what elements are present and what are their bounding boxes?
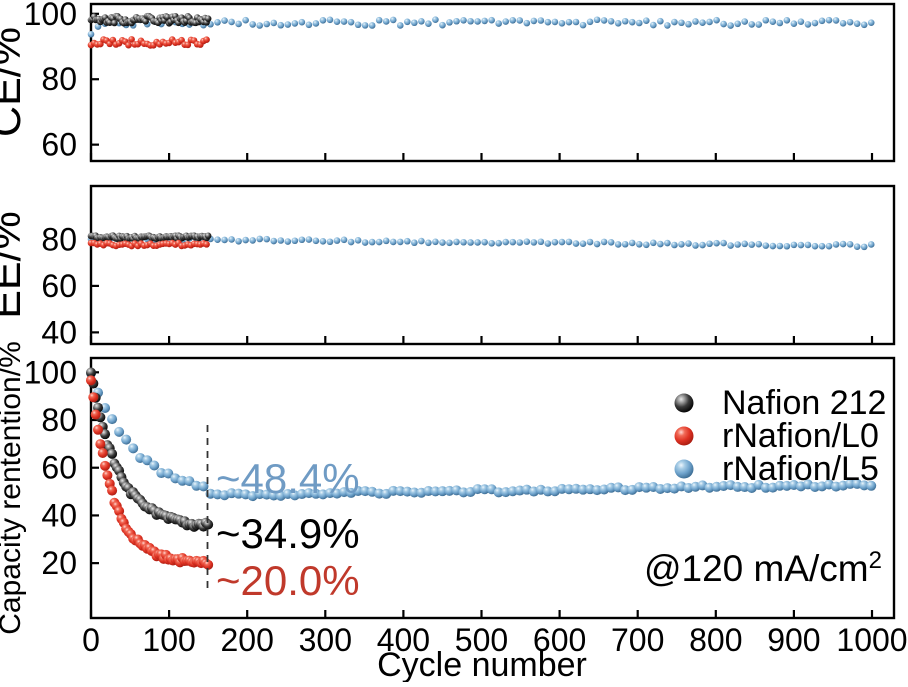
svg-text:~20.0%: ~20.0% <box>216 557 360 604</box>
svg-text:900: 900 <box>767 622 820 658</box>
svg-text:1000: 1000 <box>836 622 907 658</box>
svg-text:200: 200 <box>221 622 274 658</box>
svg-text:~34.9%: ~34.9% <box>216 510 360 557</box>
svg-text:80: 80 <box>41 61 77 97</box>
svg-text:EE/%: EE/% <box>0 211 30 319</box>
svg-text:100: 100 <box>24 354 77 390</box>
svg-text:CE/%: CE/% <box>0 27 30 137</box>
svg-text:40: 40 <box>41 497 77 533</box>
svg-text:~48.4%: ~48.4% <box>216 455 360 502</box>
svg-text:60: 60 <box>41 450 77 486</box>
svg-text:20: 20 <box>41 545 77 581</box>
svg-text:Capacity rentention/%: Capacity rentention/% <box>0 341 27 635</box>
svg-text:300: 300 <box>299 622 352 658</box>
svg-text:0: 0 <box>82 622 100 658</box>
svg-text:100: 100 <box>24 0 77 32</box>
svg-text:60: 60 <box>41 268 77 304</box>
svg-text:700: 700 <box>611 622 664 658</box>
svg-text:Cycle number: Cycle number <box>377 646 587 682</box>
svg-text:100: 100 <box>142 622 195 658</box>
svg-text:80: 80 <box>41 221 77 257</box>
svg-text:40: 40 <box>41 314 77 350</box>
svg-text:@120 mA/cm2: @120 mA/cm2 <box>644 547 882 590</box>
svg-text:60: 60 <box>41 127 77 163</box>
svg-text:rNafion/L5: rNafion/L5 <box>722 450 879 488</box>
svg-text:800: 800 <box>689 622 742 658</box>
svg-text:80: 80 <box>41 402 77 438</box>
